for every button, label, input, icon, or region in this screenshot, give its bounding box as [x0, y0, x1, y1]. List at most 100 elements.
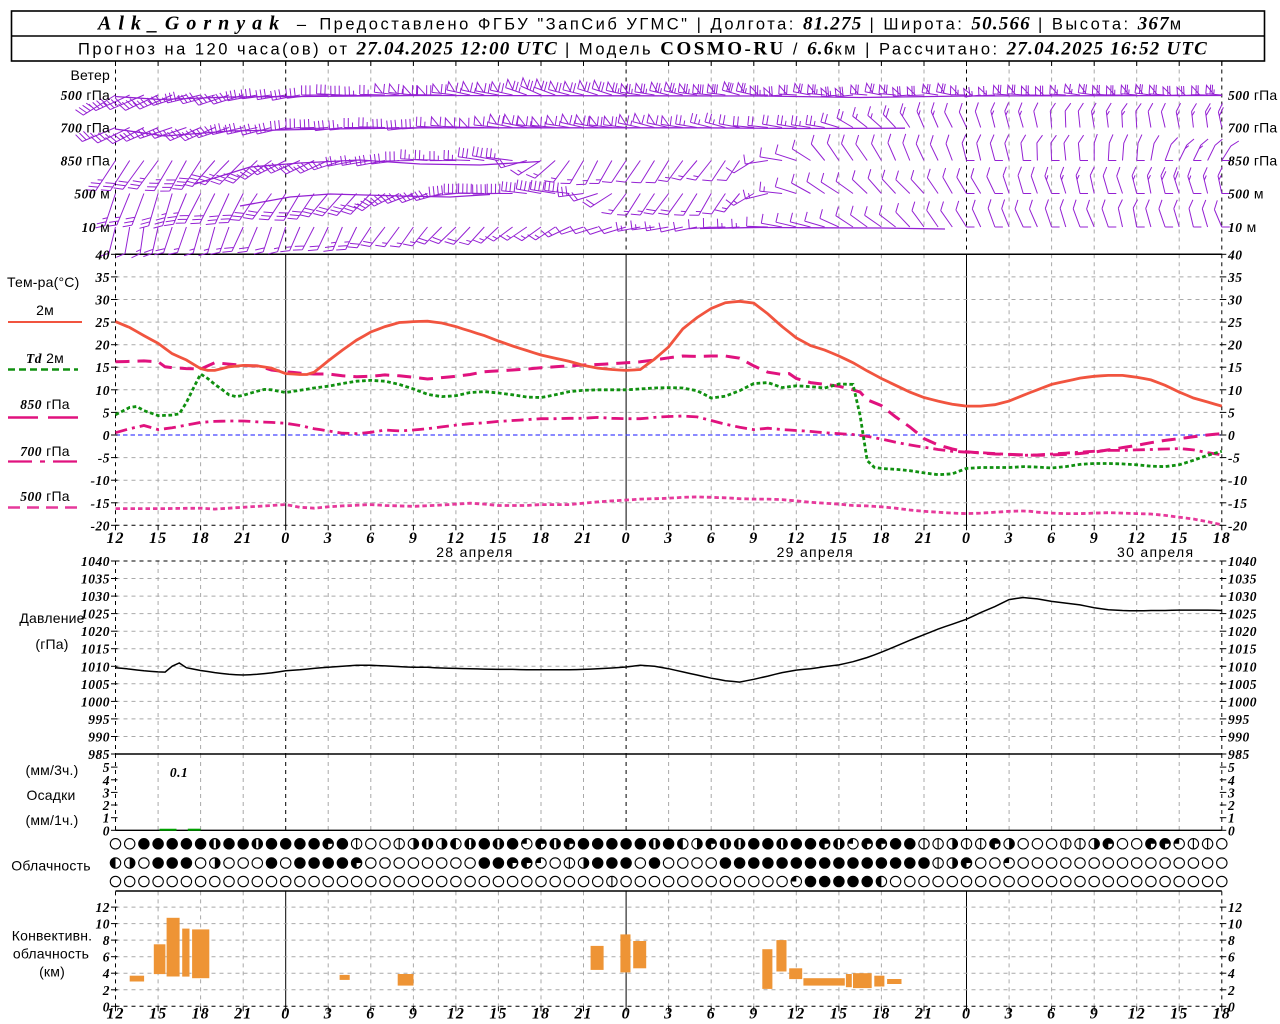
svg-text:(мм/1ч.): (мм/1ч.) — [25, 812, 78, 828]
svg-text:995: 995 — [1228, 712, 1250, 727]
svg-text:0.1: 0.1 — [170, 765, 188, 780]
svg-text:2: 2 — [102, 983, 110, 998]
svg-text:500 гПа: 500 гПа — [1228, 87, 1277, 103]
svg-text:20: 20 — [1227, 338, 1243, 353]
svg-text:18: 18 — [532, 530, 550, 547]
svg-text:12: 12 — [1228, 900, 1243, 915]
svg-text:1030: 1030 — [1228, 589, 1257, 604]
svg-text:3: 3 — [323, 1006, 333, 1023]
svg-text:Alk_Gornyak – Предоставлено ФГ: Alk_Gornyak – Предоставлено ФГБУ "ЗапСиб… — [96, 13, 1184, 35]
svg-text:9: 9 — [409, 1006, 418, 1023]
svg-text:500 гПа: 500 гПа — [20, 488, 69, 504]
svg-text:0: 0 — [622, 530, 631, 547]
svg-text:2м: 2м — [36, 302, 54, 318]
svg-text:-10: -10 — [91, 473, 111, 488]
svg-text:18: 18 — [192, 530, 210, 547]
svg-text:700 гПа: 700 гПа — [1228, 120, 1277, 136]
svg-text:10: 10 — [96, 917, 111, 932]
svg-text:5: 5 — [103, 760, 110, 775]
svg-text:35: 35 — [95, 270, 111, 285]
svg-text:-15: -15 — [1228, 496, 1248, 511]
svg-text:6: 6 — [1228, 950, 1235, 965]
svg-text:1040: 1040 — [81, 554, 110, 569]
svg-text:0: 0 — [103, 999, 110, 1014]
svg-text:12: 12 — [447, 530, 465, 547]
svg-text:700 гПа: 700 гПа — [20, 443, 69, 459]
svg-text:0: 0 — [103, 428, 110, 443]
svg-text:3: 3 — [1004, 530, 1014, 547]
svg-text:990: 990 — [88, 730, 110, 745]
svg-text:9: 9 — [749, 1006, 758, 1023]
svg-text:850 гПа: 850 гПа — [1228, 153, 1277, 169]
svg-text:1010: 1010 — [81, 659, 110, 674]
svg-text:9: 9 — [1090, 530, 1099, 547]
svg-text:4: 4 — [102, 773, 110, 788]
svg-text:5: 5 — [1228, 405, 1235, 420]
svg-text:1005: 1005 — [81, 677, 110, 692]
svg-text:6: 6 — [103, 950, 110, 965]
svg-text:29 апреля: 29 апреля — [777, 544, 854, 560]
svg-text:10: 10 — [1228, 917, 1243, 932]
svg-text:(км): (км) — [39, 964, 65, 980]
svg-text:0: 0 — [103, 823, 110, 838]
svg-text:10: 10 — [96, 383, 111, 398]
svg-text:1000: 1000 — [1228, 694, 1257, 709]
svg-text:850 гПа: 850 гПа — [61, 153, 110, 169]
svg-text:15: 15 — [830, 530, 848, 547]
svg-text:2: 2 — [1227, 798, 1235, 813]
svg-text:облачность: облачность — [13, 946, 89, 962]
svg-text:1020: 1020 — [1228, 624, 1257, 639]
svg-text:-5: -5 — [1228, 451, 1240, 466]
svg-text:20: 20 — [95, 338, 111, 353]
svg-text:15: 15 — [830, 1006, 848, 1023]
svg-text:995: 995 — [88, 712, 110, 727]
svg-text:12: 12 — [1128, 1006, 1146, 1023]
svg-text:12: 12 — [447, 1006, 465, 1023]
svg-text:8: 8 — [1228, 933, 1235, 948]
svg-text:15: 15 — [96, 360, 111, 375]
svg-text:18: 18 — [1213, 1006, 1231, 1023]
svg-text:12: 12 — [96, 900, 111, 915]
svg-text:15: 15 — [489, 530, 507, 547]
svg-text:12: 12 — [1128, 530, 1146, 547]
svg-text:0: 0 — [962, 530, 971, 547]
svg-text:3: 3 — [323, 530, 333, 547]
svg-text:Облачность: Облачность — [11, 858, 90, 874]
svg-text:1015: 1015 — [81, 642, 110, 657]
svg-text:9: 9 — [749, 530, 758, 547]
svg-text:2: 2 — [102, 798, 110, 813]
svg-text:21: 21 — [233, 530, 252, 547]
svg-text:15: 15 — [1170, 530, 1188, 547]
svg-text:3: 3 — [663, 1006, 673, 1023]
svg-text:3: 3 — [1227, 785, 1235, 800]
svg-text:12: 12 — [107, 1006, 125, 1023]
svg-text:990: 990 — [1228, 730, 1250, 745]
svg-text:15: 15 — [489, 1006, 507, 1023]
svg-text:15: 15 — [1228, 360, 1243, 375]
svg-text:700 гПа: 700 гПа — [61, 120, 110, 136]
svg-text:1025: 1025 — [1228, 607, 1257, 622]
svg-text:5: 5 — [103, 405, 110, 420]
svg-text:21: 21 — [574, 1006, 593, 1023]
svg-text:12: 12 — [787, 530, 805, 547]
svg-text:12: 12 — [107, 530, 125, 547]
svg-text:0: 0 — [1228, 999, 1235, 1014]
svg-text:21: 21 — [914, 530, 933, 547]
svg-text:12: 12 — [787, 1006, 805, 1023]
svg-text:4: 4 — [102, 966, 110, 981]
svg-text:6: 6 — [1047, 530, 1056, 547]
svg-text:500 м: 500 м — [1228, 186, 1264, 202]
svg-text:30 апреля: 30 апреля — [1117, 544, 1194, 560]
svg-text:3: 3 — [102, 785, 110, 800]
svg-text:15: 15 — [149, 1006, 167, 1023]
svg-text:-20: -20 — [1228, 518, 1248, 533]
svg-text:0: 0 — [622, 1006, 631, 1023]
svg-text:500 м: 500 м — [74, 186, 110, 202]
svg-text:-5: -5 — [98, 451, 110, 466]
svg-text:10 м: 10 м — [1228, 219, 1256, 235]
svg-text:8: 8 — [103, 933, 110, 948]
svg-text:-10: -10 — [1228, 473, 1248, 488]
svg-text:-15: -15 — [91, 496, 111, 511]
svg-text:3: 3 — [663, 530, 673, 547]
svg-text:Ветер: Ветер — [71, 67, 111, 83]
